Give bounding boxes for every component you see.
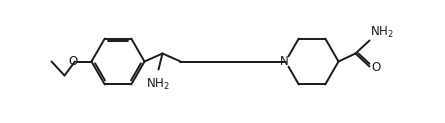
Text: O: O xyxy=(68,55,77,68)
Text: NH$_2$: NH$_2$ xyxy=(371,24,394,39)
Text: NH$_2$: NH$_2$ xyxy=(146,77,170,92)
Text: O: O xyxy=(372,61,381,74)
Text: N: N xyxy=(280,55,289,68)
